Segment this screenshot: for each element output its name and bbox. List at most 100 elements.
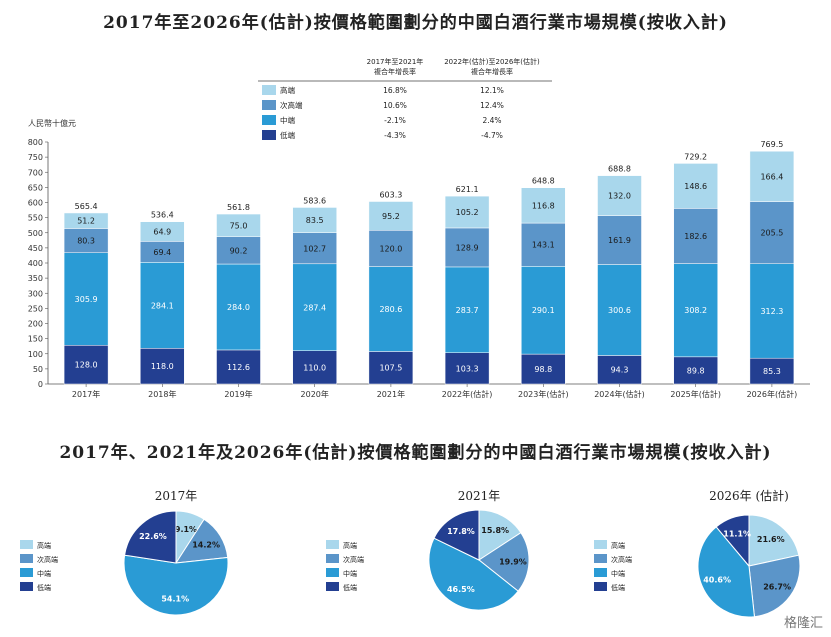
bar-total-label: 621.1 xyxy=(456,185,479,194)
bar-value-label: 64.9 xyxy=(153,228,171,237)
bar-value-label: 284.1 xyxy=(151,301,174,310)
x-tick-label: 2023年(估計) xyxy=(518,389,569,399)
pie-charts-title: 2017年、2021年及2026年(估計)按價格範圍劃分的中國白酒行業市場規模(… xyxy=(59,443,772,463)
pie-legend-label: 次高端 xyxy=(343,555,364,564)
bar-segment-low xyxy=(521,353,566,385)
y-tick-label: 450 xyxy=(28,244,43,253)
bar-value-label: 107.5 xyxy=(379,364,402,373)
legend-cagr-2022-2026: -4.7% xyxy=(481,131,503,140)
legend-cagr-2017-2021: 10.6% xyxy=(383,101,407,110)
bar-value-label: 128.9 xyxy=(456,243,479,252)
bar-value-label: 94.3 xyxy=(611,366,629,375)
pie-slice-label: 22.6% xyxy=(139,532,167,541)
bar-value-label: 290.1 xyxy=(532,306,555,315)
legend-cagr-2022-2026: 12.4% xyxy=(480,101,504,110)
x-tick-label: 2025年(估計) xyxy=(670,389,721,399)
legend-cagr-2017-2021: -2.1% xyxy=(384,116,406,125)
bar-value-label: 205.5 xyxy=(760,229,783,238)
pie-legend-swatch-high xyxy=(20,540,33,549)
bar-value-label: 102.7 xyxy=(303,244,326,253)
pie-legend-label: 次高端 xyxy=(611,555,632,564)
bar-chart-title: 2017年至2026年(估計)按價格範圍劃分的中國白酒行業市場規模(按收入計) xyxy=(103,13,728,33)
pie-slice-label: 26.7% xyxy=(763,582,791,591)
pie-legend-swatch-mid xyxy=(326,568,339,577)
pie-slice-label: 9.1% xyxy=(175,525,197,534)
bar-value-label: 120.0 xyxy=(379,244,402,253)
pie-title: 2021年 xyxy=(458,489,501,503)
bar-segment-low xyxy=(292,350,337,385)
bar-segment-sub_high xyxy=(368,230,414,267)
pie-legend-swatch-low xyxy=(594,582,607,591)
bar-segment-sub_high xyxy=(673,208,718,264)
pie-slice-label: 14.2% xyxy=(192,540,220,549)
bar-segment-low xyxy=(597,355,642,385)
bar-value-label: 75.0 xyxy=(230,221,248,230)
bar-value-label: 300.6 xyxy=(608,306,631,315)
y-tick-label: 0 xyxy=(38,380,43,389)
bar-segment-sub_high xyxy=(521,222,566,267)
pie-legend-swatch-sub_high xyxy=(326,554,339,563)
legend-table-header: 2017年至2021年 xyxy=(367,57,424,66)
bar-total-label: 565.4 xyxy=(75,202,98,211)
pie-slice-sub_high xyxy=(748,554,801,618)
legend-table-header: 2022年(估計)至2026年(估計) xyxy=(444,57,540,66)
x-tick-label: 2020年 xyxy=(301,389,329,399)
pie-legend-label: 高端 xyxy=(611,541,625,550)
x-tick-label: 2018年 xyxy=(148,389,176,399)
bar-value-label: 161.9 xyxy=(608,236,631,245)
pie-legend-swatch-mid xyxy=(20,568,33,577)
x-tick-label: 2024年(估計) xyxy=(594,389,645,399)
legend-cagr-2022-2026: 2.4% xyxy=(482,116,501,125)
pie-legend-swatch-low xyxy=(326,582,339,591)
y-tick-label: 750 xyxy=(28,153,43,162)
bar-total-label: 648.8 xyxy=(532,177,555,186)
x-tick-label: 2026年(估計) xyxy=(747,389,798,399)
y-tick-label: 100 xyxy=(28,350,43,359)
bar-segment-high xyxy=(749,150,795,202)
pie-legend-label: 高端 xyxy=(37,541,51,550)
bar-value-label: 287.4 xyxy=(303,303,326,312)
pie-title: 2017年 xyxy=(155,489,198,503)
legend-label: 低端 xyxy=(280,130,295,140)
bar-segment-high xyxy=(63,212,109,229)
pie-slice-high xyxy=(748,514,800,567)
pie-legend-swatch-high xyxy=(594,540,607,549)
pie-legend-label: 中端 xyxy=(343,569,357,578)
watermark: 格隆汇 xyxy=(783,616,823,631)
bar-segment-high xyxy=(444,195,490,229)
bar-segment-sub_high xyxy=(63,228,109,253)
bar-value-label: 89.8 xyxy=(687,366,705,375)
bar-value-label: 305.9 xyxy=(75,295,98,304)
bar-value-label: 128.0 xyxy=(75,361,98,370)
bar-segment-sub_high xyxy=(292,232,337,265)
bar-value-label: 103.3 xyxy=(456,364,479,373)
bar-segment-low xyxy=(368,351,414,385)
legend-label: 高端 xyxy=(280,85,295,95)
bar-segment-mid xyxy=(673,263,718,358)
pie-legend-swatch-mid xyxy=(594,568,607,577)
bar-value-label: 132.0 xyxy=(608,192,631,201)
bar-value-label: 83.5 xyxy=(306,216,324,225)
legend-table-header: 複合年增長率 xyxy=(471,67,513,76)
y-tick-label: 700 xyxy=(28,168,43,177)
bar-value-label: 280.6 xyxy=(379,305,402,314)
bar-segment-low xyxy=(140,348,185,385)
pie-slice-low xyxy=(433,509,480,561)
y-tick-label: 250 xyxy=(28,304,43,313)
pie-slice-high xyxy=(478,509,522,561)
pie-legend-swatch-low xyxy=(20,582,33,591)
legend-swatch-mid xyxy=(262,115,276,125)
bar-value-label: 112.6 xyxy=(227,363,250,372)
pie-slice-mid xyxy=(123,554,229,616)
y-tick-label: 400 xyxy=(28,259,43,268)
bar-segment-high xyxy=(140,221,185,242)
bar-total-label: 688.8 xyxy=(608,165,631,174)
bar-segment-mid xyxy=(444,266,490,354)
y-tick-label: 600 xyxy=(28,199,43,208)
pie-legend-label: 高端 xyxy=(343,541,357,550)
y-tick-label: 500 xyxy=(28,229,43,238)
y-tick-label: 300 xyxy=(28,289,43,298)
legend-label: 次高端 xyxy=(280,100,303,110)
legend-swatch-high xyxy=(262,85,276,95)
